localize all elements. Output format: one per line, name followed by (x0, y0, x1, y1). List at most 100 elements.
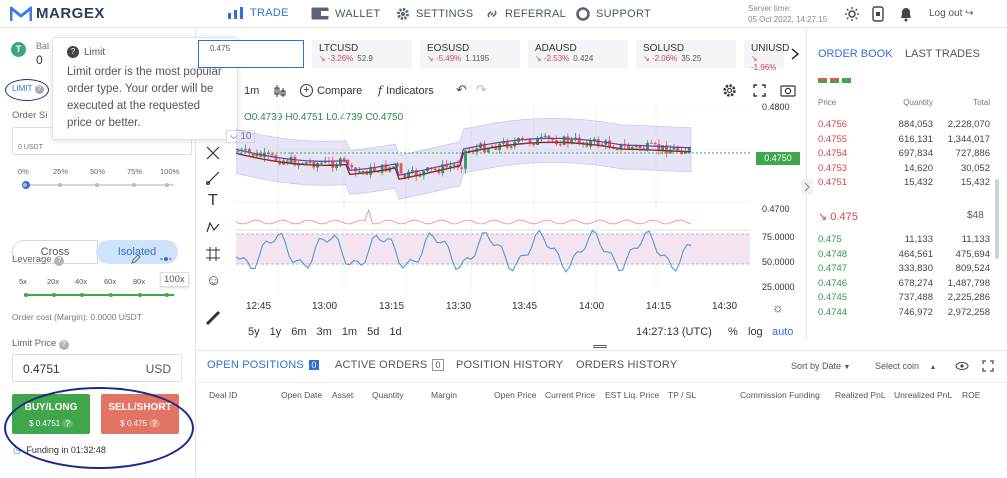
ticker-name: UNIUSD (751, 43, 790, 54)
book-view-toggle[interactable] (818, 78, 851, 83)
candle-body (407, 171, 411, 178)
crosshair-tool-icon[interactable] (205, 145, 221, 161)
mobile-icon[interactable] (872, 6, 884, 22)
undo-icon[interactable]: ↶ (456, 82, 467, 97)
leverage-tick-dot (109, 293, 113, 297)
tab-open-positions[interactable]: OPEN POSITIONS 0 (207, 359, 319, 371)
chevron-right-icon[interactable] (790, 47, 800, 61)
logout-button[interactable]: Log out ↪ (929, 8, 974, 19)
candle-type-icon[interactable] (274, 83, 286, 99)
nav-trade[interactable]: TRADE (228, 7, 289, 19)
settings-icon[interactable] (722, 83, 737, 98)
ask-row: 0.4754 697,834 727,886 (818, 148, 990, 159)
range-6m[interactable]: 6m (291, 326, 307, 338)
leverage-tick-label: 80x (133, 277, 146, 286)
target-icon[interactable] (160, 253, 172, 265)
measure-tool-icon[interactable] (205, 246, 221, 262)
price-chart[interactable]: 1m + Compare f Indicators ↶ ↷ T ☺ O0.473… (200, 70, 804, 350)
redo-icon[interactable]: ↷ (476, 82, 487, 97)
collapse-arrow-icon[interactable] (801, 179, 813, 195)
tab-orders-history[interactable]: ORDERS HISTORY (576, 359, 677, 371)
range-1y[interactable]: 1y (269, 326, 282, 338)
candle-body (263, 152, 266, 157)
nav-referral[interactable]: REFERRAL (485, 7, 566, 21)
help-icon: ? (58, 340, 69, 350)
ticker-adausd[interactable]: ADAUSD ↘ -2.53% 0.424 (528, 40, 628, 68)
leverage-tick-dot (52, 293, 56, 297)
nav-support[interactable]: SUPPORT (576, 7, 651, 21)
ticker-change: ↘ -3.26% 52.9 (319, 54, 405, 63)
camera-icon[interactable] (780, 83, 796, 97)
candle-body (562, 136, 566, 145)
bell-icon[interactable] (899, 6, 913, 22)
compare-button[interactable]: + Compare (300, 84, 362, 97)
candle-body (649, 142, 653, 144)
book-total: 2,972,258 (947, 306, 990, 318)
log-toggle[interactable]: log (748, 326, 763, 338)
book-quantity: 616,131 (898, 133, 933, 145)
sun-icon[interactable] (844, 6, 860, 22)
text-tool-icon[interactable]: T (208, 192, 218, 209)
percent-toggle[interactable]: % (728, 326, 738, 338)
nav-wallet-label: WALLET (335, 7, 381, 20)
indicators-button[interactable]: f Indicators (378, 84, 434, 97)
ticker-change: ↘ -1.96% (751, 54, 777, 72)
nav-settings[interactable]: SETTINGS (396, 7, 473, 21)
ticker-change: ↘ -5.49% 1.1195 (427, 54, 513, 63)
range-3m[interactable]: 3m (316, 326, 332, 338)
pattern-tool-icon[interactable] (205, 220, 221, 236)
limit-price-input[interactable]: 0.4751 USD (12, 354, 182, 382)
price-axis-label: 0.4800 (762, 102, 790, 112)
book-price: 0.4746 (818, 277, 848, 289)
trend-line-tool-icon[interactable] (205, 170, 221, 186)
ticker-uniusd[interactable]: UNIUSD ↘ -1.96% (744, 40, 790, 72)
column-header: Open Price (494, 390, 537, 400)
coin-select[interactable]: Select coin ▲ (875, 361, 936, 371)
leverage-tick-label[interactable]: 100x (160, 272, 189, 287)
period-badge[interactable]: ⌵ 10 (226, 130, 256, 143)
size-slider[interactable] (24, 184, 174, 186)
range-1d[interactable]: 1d (389, 326, 402, 338)
chart-clock: 14:27:13 (UTC) (636, 326, 712, 338)
panel-resize-handle[interactable] (593, 345, 607, 348)
brand-logo[interactable]: MARGEX (10, 5, 105, 22)
chart-plot[interactable] (236, 106, 750, 290)
book-scrollbar[interactable] (995, 179, 999, 259)
range-5y[interactable]: 5y (248, 326, 260, 338)
tab-active-orders[interactable]: ACTIVE ORDERS 0 (335, 359, 444, 371)
period-value: 10 (240, 131, 252, 142)
range-5d[interactable]: 5d (367, 326, 380, 338)
candle-body (494, 146, 498, 150)
fullscreen-icon[interactable] (753, 84, 766, 97)
leverage-tick-dot (138, 293, 142, 297)
balance-label: Bal (36, 41, 50, 51)
book-price: 0.4748 (818, 248, 848, 260)
ticker-change-value: -5.49% (435, 54, 462, 63)
candle-body (672, 147, 676, 150)
auto-toggle[interactable]: auto (772, 326, 794, 338)
tab-last-trades[interactable]: LAST TRADES (905, 48, 980, 60)
ruler-tool-icon[interactable] (205, 310, 221, 326)
nav-wallet[interactable]: WALLET (311, 7, 380, 20)
ticker-eosusd[interactable]: EOSUSD ↘ -5.49% 1.1195 (420, 40, 520, 68)
leverage-slider[interactable] (24, 294, 174, 296)
help-icon: ? (67, 46, 79, 58)
interval-button[interactable]: 1m (244, 85, 260, 97)
eye-icon[interactable] (955, 361, 969, 371)
range-1m[interactable]: 1m (341, 326, 358, 338)
tab-position-history[interactable]: POSITION HISTORY (456, 359, 563, 371)
sort-select[interactable]: Sort by Date ▼ (791, 361, 850, 371)
candle-body (570, 138, 574, 143)
ticker-solusd[interactable]: SOLUSD ↘ -2.06% 35.25 (636, 40, 736, 68)
axis-settings-icon[interactable]: ☼ (772, 300, 784, 315)
bid-row: 0.475 11,133 11,133 (818, 234, 990, 245)
candle-body (505, 141, 509, 148)
emoji-tool-icon[interactable]: ☺ (206, 272, 222, 289)
ticker-ltcusd[interactable]: LTCUSD ↘ -3.26% 52.9 (312, 40, 412, 68)
expand-icon[interactable] (982, 360, 994, 372)
tab-order-book[interactable]: ORDER BOOK (818, 48, 893, 60)
pencil-icon[interactable] (130, 253, 142, 265)
size-tick-label: 75% (127, 167, 143, 176)
candle-body (376, 171, 380, 173)
ticker-current[interactable]: 0.475 (198, 40, 304, 68)
